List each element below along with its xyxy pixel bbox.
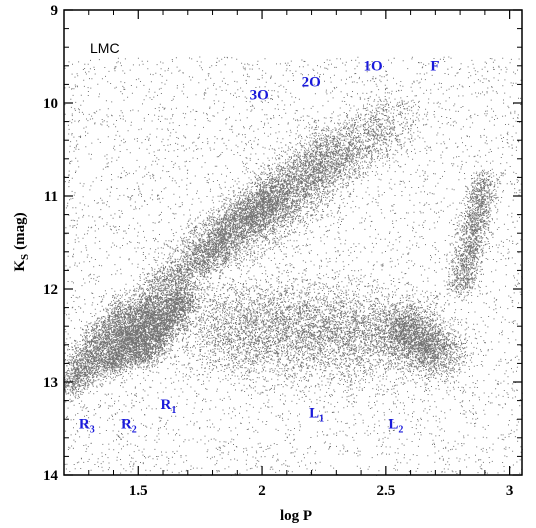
x-tick-label: 2	[258, 483, 266, 499]
sequence-label-r3-subscript: 3	[90, 425, 95, 436]
sequence-label-r3-main: R	[79, 417, 90, 433]
y-tick-label: 13	[43, 375, 58, 391]
sequence-label-l1-main: L	[309, 405, 319, 421]
sequence-label-1o-main: 1O	[364, 58, 383, 74]
sequence-label-r1-main: R	[161, 397, 172, 413]
y-tick-label: 14	[43, 468, 59, 484]
y-tick-label: 9	[51, 3, 59, 19]
x-tick-label: 2.5	[376, 483, 395, 499]
sequence-label-3o: 3O	[250, 87, 269, 103]
y-tick-label: 10	[43, 96, 58, 112]
sequence-label-r2-subscript: 2	[132, 425, 137, 436]
sequence-label-r2: R2	[121, 417, 137, 436]
sequence-label-l1: L1	[309, 405, 324, 424]
x-axis-title: log P	[280, 508, 312, 524]
sequence-label-2o-main: 2O	[302, 74, 321, 90]
sequence-label-l2-subscript: 2	[398, 425, 403, 436]
sequence-label-r2-main: R	[121, 417, 132, 433]
x-tick-label: 3	[506, 483, 514, 499]
sequence-label-3o-main: 3O	[250, 87, 269, 103]
x-tick-label: 1.5	[129, 483, 148, 499]
scatter-point-cloud	[64, 56, 523, 476]
sequence-label-l1-subscript: 1	[319, 413, 324, 424]
panel-label: LMC	[90, 40, 120, 56]
sequence-label-1o: 1O	[364, 58, 383, 74]
sequence-label-r3: R3	[79, 417, 95, 436]
sequence-label-2o: 2O	[302, 74, 321, 90]
plot-frame	[63, 9, 523, 476]
sequence-label-f: F	[430, 58, 439, 74]
sequence-label-l2-main: L	[388, 417, 398, 433]
sequence-label-l2: L2	[388, 417, 403, 436]
y-tick-label: 12	[43, 282, 58, 298]
y-axis-title-main: K	[12, 260, 28, 272]
scatter-points	[64, 56, 523, 476]
y-axis-title-sub: S	[19, 254, 31, 260]
y-tick-label: 11	[44, 189, 58, 205]
sequence-label-r1-subscript: 1	[171, 405, 176, 416]
y-axis-title: KS (mag)	[12, 212, 31, 271]
sequence-label-f-main: F	[430, 58, 439, 74]
sequence-label-r1: R1	[161, 397, 177, 416]
y-axis-title-unit: (mag)	[12, 212, 28, 250]
